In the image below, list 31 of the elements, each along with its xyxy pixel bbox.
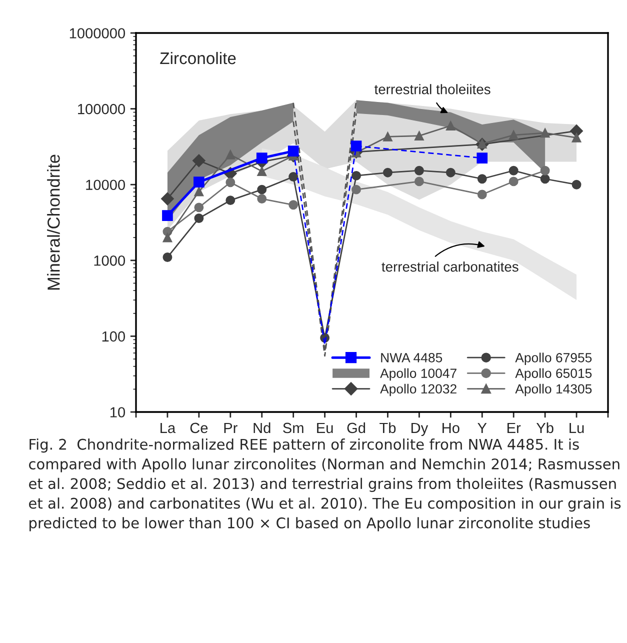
- y-tick-label: 100: [102, 331, 126, 342]
- annotation: terrestrial tholeiites: [374, 84, 490, 94]
- x-tick-label: Gd: [347, 422, 366, 434]
- y-tick-label: 10000: [86, 180, 126, 190]
- x-tick-label: Sm: [283, 422, 304, 434]
- x-tick-label: Ce: [190, 422, 208, 434]
- x-tick-label: Dy: [411, 422, 428, 436]
- x-tick-label: Y: [478, 422, 487, 433]
- y-tick-label: 1000: [94, 256, 126, 266]
- y-axis-title: Mineral/Chondrite: [47, 154, 60, 290]
- legend-label: Apollo 12032: [380, 384, 456, 396]
- x-tick-label: Nd: [254, 422, 270, 434]
- legend-label: Apollo 10047: [380, 368, 456, 381]
- legend-label: Apollo 65015: [515, 368, 592, 381]
- x-tick-label: Pr: [224, 422, 238, 433]
- x-tick-label: La: [160, 422, 176, 434]
- caption: Fig. 2 Chondrite-normalized REE pattern of zirconolite from NWA 4485. It is compared with Apollo lunar zirconolites (Norman and Nemchin 2014; Rasmussen et al. 2008; Seddio et al. 2013) and terrestrial grains from tholeiites (Rasmussen et al. 2008) and carbonatites (Wu et al. 2010). The Eu composition in our grain is predicted to be lower than 100 × CI based on Apollo lunar zirconolite studies: [29, 438, 621, 532]
- x-tick-label: Lu: [570, 422, 584, 434]
- x-tick-label: Tb: [380, 422, 396, 434]
- legend-label: NWA 4485: [381, 353, 442, 362]
- legend-label: Apollo 67955: [515, 352, 592, 365]
- x-tick-label: Er: [508, 422, 521, 433]
- x-tick-label: Eu: [317, 422, 333, 434]
- annotation: Zirconolite: [160, 52, 236, 64]
- y-tick-label: 10: [110, 407, 126, 418]
- y-tick-label: 100000: [78, 104, 126, 114]
- y-tick-label: 1000000: [70, 28, 126, 38]
- x-tick-label: Yb: [536, 422, 554, 434]
- legend-label: Apollo 14305: [515, 384, 592, 396]
- x-tick-label: Ho: [442, 422, 460, 434]
- annotation: terrestrial carbonatites: [382, 262, 518, 272]
